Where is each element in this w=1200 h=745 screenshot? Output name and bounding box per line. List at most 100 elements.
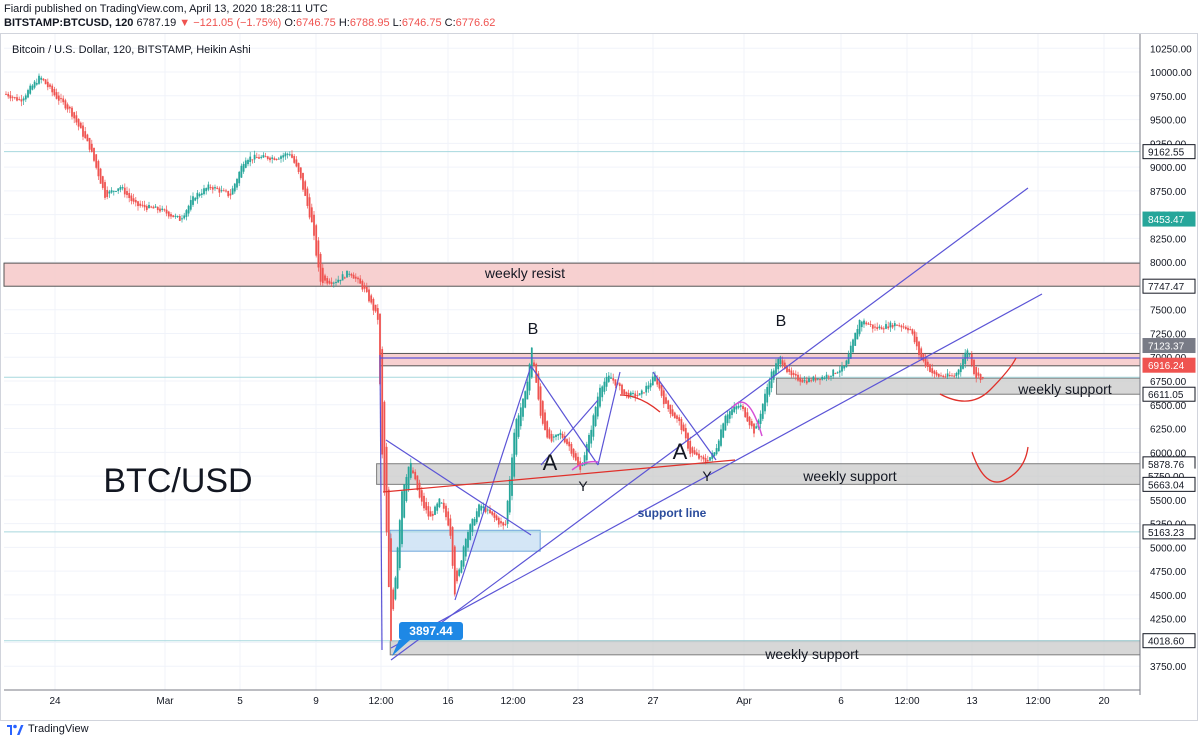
candle-body <box>275 159 278 161</box>
candle-body <box>170 214 172 217</box>
candle-body <box>429 511 432 517</box>
candle-body <box>909 329 912 331</box>
candle-body <box>603 381 606 392</box>
candle-body <box>425 502 428 511</box>
candle-body <box>412 470 414 474</box>
candle-body <box>104 182 106 198</box>
candle-body <box>869 323 872 325</box>
candle-body <box>801 379 804 383</box>
candle-body <box>187 205 190 214</box>
change-value: −121.05 (−1.75%) <box>193 17 282 29</box>
candle-body <box>814 378 817 381</box>
candle-body <box>392 589 395 610</box>
candle-body <box>262 155 265 158</box>
candle-body <box>434 506 436 515</box>
candle-body <box>803 380 806 382</box>
candle-body <box>297 162 300 172</box>
price-badge-label: 5663.04 <box>1148 480 1185 491</box>
open-value: 6746.75 <box>295 17 336 29</box>
candle-body <box>887 326 890 329</box>
candle-body <box>460 560 463 573</box>
wave-label: Y <box>578 478 588 494</box>
candle-body <box>775 363 777 376</box>
y-tick-label: 8750.00 <box>1150 187 1187 198</box>
candle-body <box>634 393 637 397</box>
candle-body <box>64 100 67 109</box>
y-tick-label: 10250.00 <box>1150 44 1192 55</box>
candle-body <box>524 391 527 408</box>
symbol-label[interactable]: BITSTAMP:BTCUSD, 120 <box>4 17 134 29</box>
candle-body <box>467 532 469 548</box>
candle-body <box>878 326 881 329</box>
candle-body <box>783 362 786 370</box>
candle-body <box>808 378 810 382</box>
candle-body <box>852 339 854 353</box>
candle-body <box>242 163 245 172</box>
candle-body <box>475 511 478 523</box>
candle-body <box>726 414 729 424</box>
candle-body <box>786 365 788 373</box>
low-callout-text: 3897.44 <box>409 624 453 638</box>
candle-body <box>832 369 835 377</box>
candle-body <box>506 500 509 525</box>
candle-body <box>555 434 557 438</box>
high-label: H: <box>338 17 350 29</box>
candle-body <box>922 353 925 361</box>
candle-body <box>948 375 951 377</box>
candle-body <box>42 78 45 81</box>
price-badge-label: 5878.76 <box>1148 460 1185 471</box>
candle-body <box>198 193 201 197</box>
y-tick-label: 10000.00 <box>1150 68 1192 79</box>
candle-body <box>643 392 645 394</box>
candle-body <box>563 435 566 443</box>
candle-body <box>629 392 632 396</box>
candle-body <box>823 377 826 379</box>
candle-body <box>71 107 73 117</box>
candle-body <box>346 270 348 278</box>
zone-resist <box>3 262 1141 287</box>
candle-body <box>418 482 421 498</box>
price-badge <box>1142 524 1196 540</box>
candle-body <box>374 304 377 312</box>
chart-watermark: BTC/USD <box>103 462 252 500</box>
footer-brand[interactable]: TradingView <box>28 723 89 735</box>
candle-body <box>847 353 850 364</box>
candle-body <box>473 519 476 526</box>
candle-body <box>768 381 771 395</box>
candle-body <box>394 577 397 600</box>
candle-body <box>926 361 929 368</box>
high-value: 6788.95 <box>349 17 390 29</box>
candle-body <box>845 360 848 368</box>
candle-body <box>161 208 164 210</box>
candle-body <box>348 273 351 275</box>
price-chart[interactable]: weekly resist weekly support weekly suppor… <box>0 0 1200 722</box>
candle-body <box>321 267 324 284</box>
candle-body <box>192 196 194 205</box>
price-badge-label: 9162.55 <box>1148 148 1185 159</box>
x-tick-label: 6 <box>838 696 844 707</box>
candle-body <box>493 513 496 518</box>
candle-body <box>123 187 126 195</box>
wave-x-line <box>540 399 599 466</box>
candle-body <box>478 504 480 517</box>
candle-body <box>693 450 696 455</box>
candle-body <box>876 327 879 330</box>
candle-body <box>266 156 269 160</box>
candle-body <box>119 186 122 190</box>
candle-body <box>233 183 236 192</box>
candle-body <box>335 282 337 284</box>
candle-body <box>22 98 25 101</box>
candle-body <box>306 188 309 206</box>
candle-body <box>189 200 192 210</box>
price-badge-label: 6611.05 <box>1148 390 1184 401</box>
candle-body <box>772 370 775 380</box>
y-tick-label: 8250.00 <box>1150 234 1187 245</box>
candle-body <box>326 278 329 284</box>
x-tick-label: 5 <box>237 696 243 707</box>
candle-body <box>447 511 450 526</box>
candle-body <box>231 188 234 195</box>
candle-body <box>339 279 342 282</box>
candle-body <box>291 154 293 158</box>
price-badge-label: 7747.47 <box>1148 282 1185 293</box>
candle-body <box>636 395 639 397</box>
